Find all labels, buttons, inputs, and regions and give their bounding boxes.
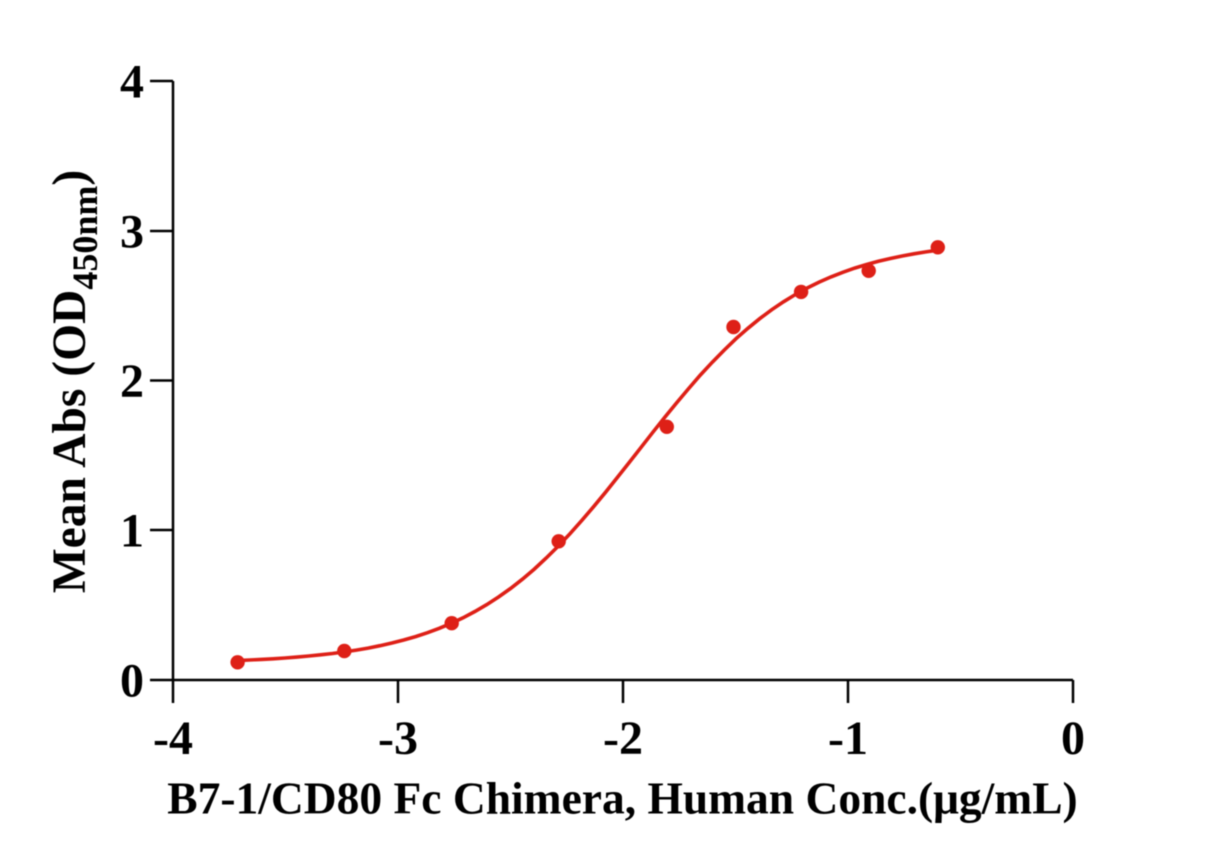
svg-text:1: 1 [120, 505, 144, 558]
svg-text:0: 0 [1061, 712, 1085, 765]
svg-text:0: 0 [120, 655, 144, 708]
svg-text:4: 4 [120, 56, 144, 109]
svg-text:3: 3 [120, 206, 144, 259]
svg-text:B7-1/CD80 Fc Chimera, Human Co: B7-1/CD80 Fc Chimera, Human Conc.(μg/mL) [167, 773, 1077, 824]
svg-text:-3: -3 [378, 712, 418, 765]
svg-text:-1: -1 [828, 712, 868, 765]
svg-text:-4: -4 [153, 712, 193, 765]
svg-text:-2: -2 [603, 712, 643, 765]
svg-text:2: 2 [120, 355, 144, 408]
